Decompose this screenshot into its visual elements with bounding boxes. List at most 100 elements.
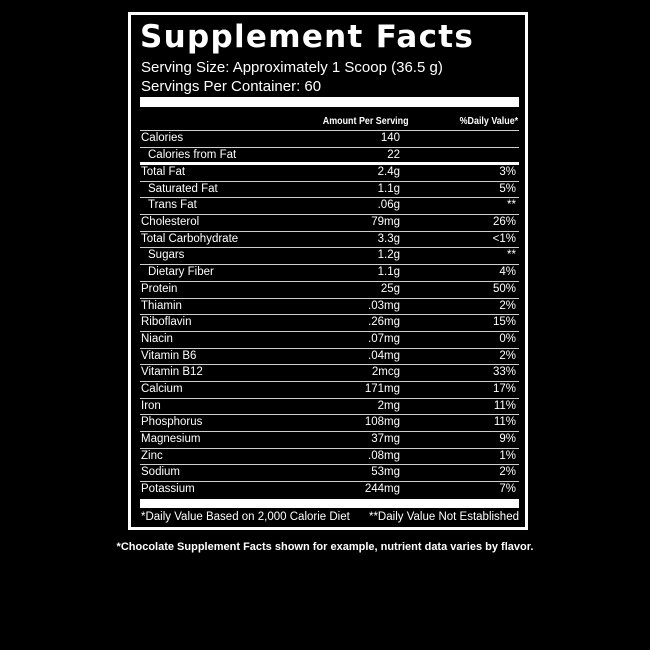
thick-divider [140, 97, 519, 107]
nutrient-name: Sugars [148, 249, 185, 262]
nutrient-name: Thiamin [141, 299, 182, 312]
column-header: Amount Per Serving %Daily Value* [140, 113, 518, 130]
divider [140, 130, 519, 131]
nutrient-row: Protein 25g 50% [140, 282, 519, 299]
calories-rows: Calories 140 Calories from Fat 22 [140, 131, 519, 164]
nutrient-name: Sodium [141, 466, 180, 479]
nutrient-amount: .04mg [368, 349, 400, 362]
nutrient-dv: 11% [493, 399, 516, 412]
nutrient-row: Saturated Fat 1.1g 5% [140, 182, 519, 199]
nutrient-amount: 2.4g [377, 166, 400, 178]
nutrient-name: Trans Fat [148, 199, 197, 212]
nutrient-row: Trans Fat .06g ** [140, 198, 519, 216]
nutrient-dv: <1% [492, 232, 516, 245]
nutrient-name: Potassium [141, 483, 195, 496]
nutrient-row: Niacin .07mg 0% [140, 332, 519, 349]
nutrient-dv: 2% [499, 466, 516, 479]
nutrient-row: Total Carbohydrate 3.3g <1% [140, 232, 519, 249]
nutrient-dv: 2% [499, 349, 516, 362]
nutrient-row: Vitamin B6 .04mg 2% [140, 349, 519, 366]
nutrient-dv: 3% [499, 166, 516, 178]
nutrient-row: Phosphorus 108mg 11% [140, 415, 519, 432]
nutrient-name: Dietary Fiber [148, 266, 214, 279]
nutrient-dv: 17% [492, 382, 516, 395]
medium-divider [140, 162, 519, 165]
nutrient-dv: 9% [499, 433, 516, 445]
nutrient-row: Sugars 1.2g ** [140, 248, 519, 266]
nutrient-row: Cholesterol 79mg 26% [140, 215, 519, 232]
nutrient-name: Cholesterol [141, 216, 200, 229]
nutrient-row: Total Fat 2.4g 3% [140, 165, 519, 182]
dv-header: %Daily Value* [459, 115, 519, 127]
nutrient-dv: 2% [499, 299, 516, 312]
nutrient-dv: 5% [499, 182, 516, 195]
nutrient-row: Riboflavin .26mg 15% [140, 315, 519, 332]
nutrient-row: Iron 2mg 11% [140, 399, 519, 416]
nutrient-dv: 7% [499, 483, 516, 496]
nutrient-name: Magnesium [141, 433, 201, 445]
nutrient-dv: 4% [499, 266, 516, 279]
nutrient-row: Potassium 244mg 7% [140, 482, 519, 499]
panel-title: Supplement Facts [140, 19, 475, 55]
nutrient-amount: 2mg [377, 399, 400, 412]
nutrient-name: Iron [141, 399, 161, 412]
nutrient-name: Riboflavin [141, 316, 192, 329]
bottom-divider [140, 499, 519, 508]
nutrient-amount: 108mg [364, 416, 400, 429]
nutrient-amount: 1.1g [377, 182, 400, 195]
nutrient-row: Calories 140 [140, 131, 519, 148]
nutrient-amount: .26mg [368, 316, 400, 329]
nutrient-row: Thiamin .03mg 2% [140, 299, 519, 316]
nutrient-row: Vitamin B12 2mcg 33% [140, 365, 519, 382]
nutrient-amount: 171mg [364, 382, 400, 395]
nutrient-name: Calcium [141, 382, 183, 395]
flavor-note: *Chocolate Supplement Facts shown for ex… [116, 541, 534, 553]
nutrient-dv: 50% [492, 282, 516, 295]
nutrient-name: Phosphorus [141, 416, 203, 429]
nutrient-name: Zinc [141, 449, 163, 462]
nutrient-dv: ** [507, 199, 516, 212]
nutrient-name: Total Fat [141, 166, 186, 178]
nutrient-amount: 244mg [364, 483, 400, 496]
serving-size: Serving Size: Approximately 1 Scoop (36.… [141, 59, 443, 76]
nutrient-name: Total Carbohydrate [141, 232, 239, 245]
nutrient-dv: 1% [499, 449, 516, 462]
nutrient-name: Vitamin B6 [141, 349, 197, 362]
nutrient-amount: 22 [387, 148, 400, 161]
nutrient-amount: .08mg [368, 449, 400, 462]
nutrient-name: Calories [141, 132, 184, 144]
nutrient-rows: Total Fat 2.4g 3% Saturated Fat 1.1g 5% Trans … [140, 165, 519, 499]
nutrient-amount: .06g [377, 199, 400, 212]
footnote-dv: *Daily Value Based on 2,000 Calorie Diet [141, 511, 350, 523]
nutrient-row: Magnesium 37mg 9% [140, 432, 519, 449]
nutrient-dv: 0% [499, 332, 516, 345]
nutrient-name: Protein [141, 282, 178, 295]
nutrient-row: Sodium 53mg 2% [140, 465, 519, 483]
nutrient-amount: 25g [380, 282, 400, 295]
nutrient-row: Calories from Fat 22 [140, 148, 519, 165]
nutrient-amount: 2mcg [371, 366, 400, 379]
nutrient-amount: 37mg [371, 433, 400, 445]
nutrient-amount: .07mg [368, 332, 400, 345]
nutrient-amount: 140 [380, 132, 400, 144]
nutrient-name: Vitamin B12 [141, 366, 203, 379]
nutrient-name: Calories from Fat [148, 148, 237, 161]
nutrient-amount: 1.2g [377, 249, 400, 262]
nutrient-row: Zinc .08mg 1% [140, 449, 519, 466]
amount-header: Amount Per Serving [322, 115, 409, 127]
supplement-facts-panel: Supplement Facts Serving Size: Approxima… [128, 12, 528, 530]
nutrient-amount: .03mg [368, 299, 400, 312]
nutrient-dv: 15% [492, 316, 516, 329]
footnote-not-established: **Daily Value Not Established [368, 511, 519, 523]
nutrient-dv: 11% [493, 416, 516, 429]
nutrient-amount: 1.1g [377, 266, 400, 279]
nutrient-amount: 79mg [371, 216, 400, 229]
nutrient-name: Saturated Fat [148, 182, 218, 195]
nutrient-amount: 53mg [371, 466, 400, 479]
servings-per-container: Servings Per Container: 60 [141, 78, 322, 95]
nutrient-dv: 26% [492, 216, 516, 229]
nutrient-name: Niacin [141, 332, 173, 345]
nutrient-dv: ** [507, 249, 516, 262]
nutrient-dv: 33% [492, 366, 516, 379]
nutrient-row: Calcium 171mg 17% [140, 382, 519, 399]
